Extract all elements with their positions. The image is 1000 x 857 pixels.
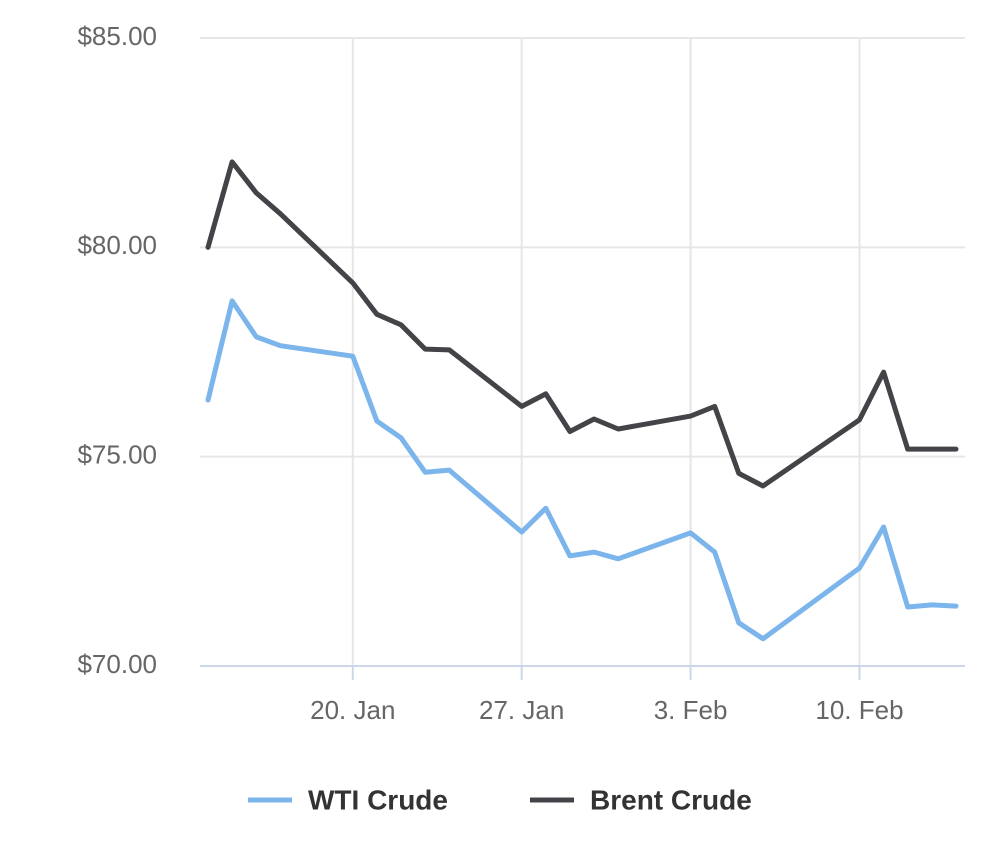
x-tick-label: 10. Feb — [815, 695, 903, 725]
y-tick-label: $85.00 — [77, 21, 157, 51]
y-tick-label: $80.00 — [77, 230, 157, 260]
x-tick-label: 3. Feb — [654, 695, 728, 725]
series-line — [205, 159, 959, 489]
series-line — [205, 298, 959, 642]
legend-label: WTI Crude — [308, 784, 448, 815]
y-tick-label: $75.00 — [77, 440, 157, 470]
x-tick-label: 20. Jan — [310, 695, 395, 725]
legend-label: Brent Crude — [590, 784, 752, 815]
x-tick-label: 27. Jan — [479, 695, 564, 725]
y-tick-label: $70.00 — [77, 649, 157, 679]
